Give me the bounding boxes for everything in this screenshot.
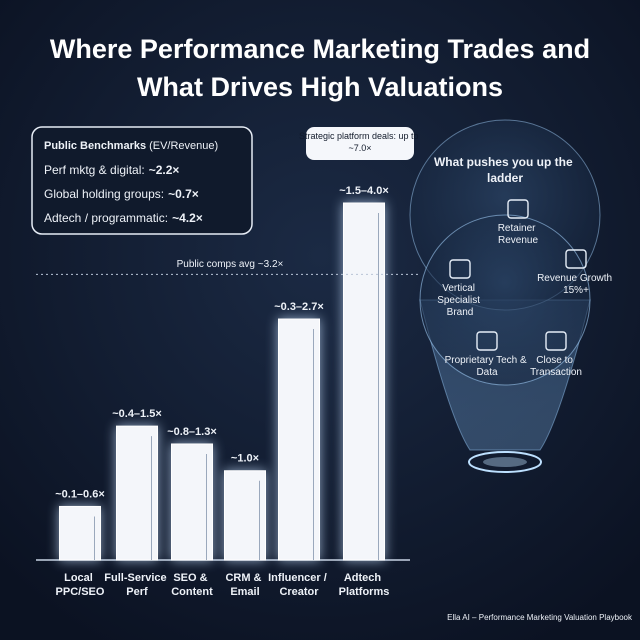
driver-line: 15%+ [563,285,589,296]
callout: Strategic platform deals: up to ~7.0× [299,131,421,153]
x-tick-label-line: CRM & [225,572,264,584]
x-tick-label-line: Local [64,572,96,584]
driver-icon [476,331,498,351]
footer: Ella AI – Performance Marketing Valuatio… [447,613,633,622]
driver-line: Proprietary Tech & [445,355,530,366]
bar [116,425,158,561]
x-tick-label-line: Creator [279,586,319,598]
x-tick-label-line: Platforms [339,586,390,598]
driver-icon [545,331,567,351]
driver-label: Retainer Revenue [498,223,539,246]
x-tick-label: Full-Service Perf [104,572,169,598]
x-tick-label-line: Perf [126,586,148,598]
benchmark-row: Perf mktg & digital: ~2.2× [44,163,179,177]
value-label: ~1.5–4.0× [339,185,389,197]
x-tick-label-line: Full-Service [104,572,169,584]
benchmarks-subtitle: (EV/Revenue) [149,140,218,152]
chart-title: Where Performance Marketing Trades and W… [49,34,591,102]
driver-line: Transaction [530,367,582,378]
driver-icon [449,259,471,279]
drivers-title-line: What pushes you up the [434,155,576,169]
value-label: ~0.4–1.5× [112,408,162,420]
x-tick-label-line: Email [230,586,259,598]
bar [59,505,101,561]
bar [224,470,266,561]
benchmark-label: Global holding groups: [44,187,164,201]
x-tick-label-line: PPC/SEO [56,586,105,598]
driver-line: Specialist [437,295,483,306]
driver-label: Vertical Specialist Brand [437,283,483,318]
driver-icon [507,199,529,219]
reference-label: Public comps avg ~3.2× [177,259,284,270]
x-tick-label-line: Content [171,586,213,598]
value-label: ~0.1–0.6× [55,488,105,500]
benchmark-value: ~0.7× [168,187,199,201]
drivers-title-line: ladder [487,171,523,185]
bar [343,202,385,561]
x-tick-label-line: Adtech [344,572,384,584]
driver-label: Revenue Growth 15%+ [537,273,615,296]
x-tick-label: Local PPC/SEO [56,572,105,598]
benchmark-label: Perf mktg & digital: [44,163,145,177]
x-tick-label: Influencer / Creator [268,572,330,598]
x-tick-label: SEO & Content [171,572,213,598]
driver-line: Vertical [442,283,478,294]
driver-label: Proprietary Tech & Data [445,355,530,378]
driver-line: Close to [536,355,575,366]
driver-line: Revenue Growth [537,273,615,284]
callout-line: Strategic platform deals: up to [299,131,421,141]
value-label: ~0.3–2.7× [274,301,324,313]
driver-line: Revenue [498,235,538,246]
drivers-title: What pushes you up the ladder [434,155,576,185]
value-label: ~1.0× [231,453,259,465]
benchmarks-box [31,126,253,235]
benchmarks-title: Public Benchmarks (EV/Revenue) [44,140,218,152]
driver-label: Close to Transaction [530,355,582,378]
driver-line: Retainer [498,223,539,234]
callout-box [306,127,414,160]
bar [278,318,320,561]
driver-line: Brand [447,307,474,318]
value-label: ~0.8–1.3× [167,426,217,438]
x-tick-label-line: SEO & [173,572,210,584]
benchmarks-heading: Public Benchmarks [44,140,146,152]
benchmark-value: ~4.2× [172,211,203,225]
benchmark-label: Adtech / programmatic: [44,211,168,225]
bar [171,443,213,561]
benchmark-row: Adtech / programmatic: ~4.2× [44,211,203,225]
callout-line: ~7.0× [348,143,371,153]
driver-line: Data [476,367,498,378]
drivers-orb [409,119,601,473]
x-tick-label: Adtech Platforms [339,572,390,598]
driver-icon [565,249,587,269]
benchmark-row: Global holding groups: ~0.7× [44,187,199,201]
benchmark-value: ~2.2× [149,163,180,177]
x-tick-label-line: Influencer / [268,572,330,584]
x-tick-label: CRM & Email [225,572,264,598]
